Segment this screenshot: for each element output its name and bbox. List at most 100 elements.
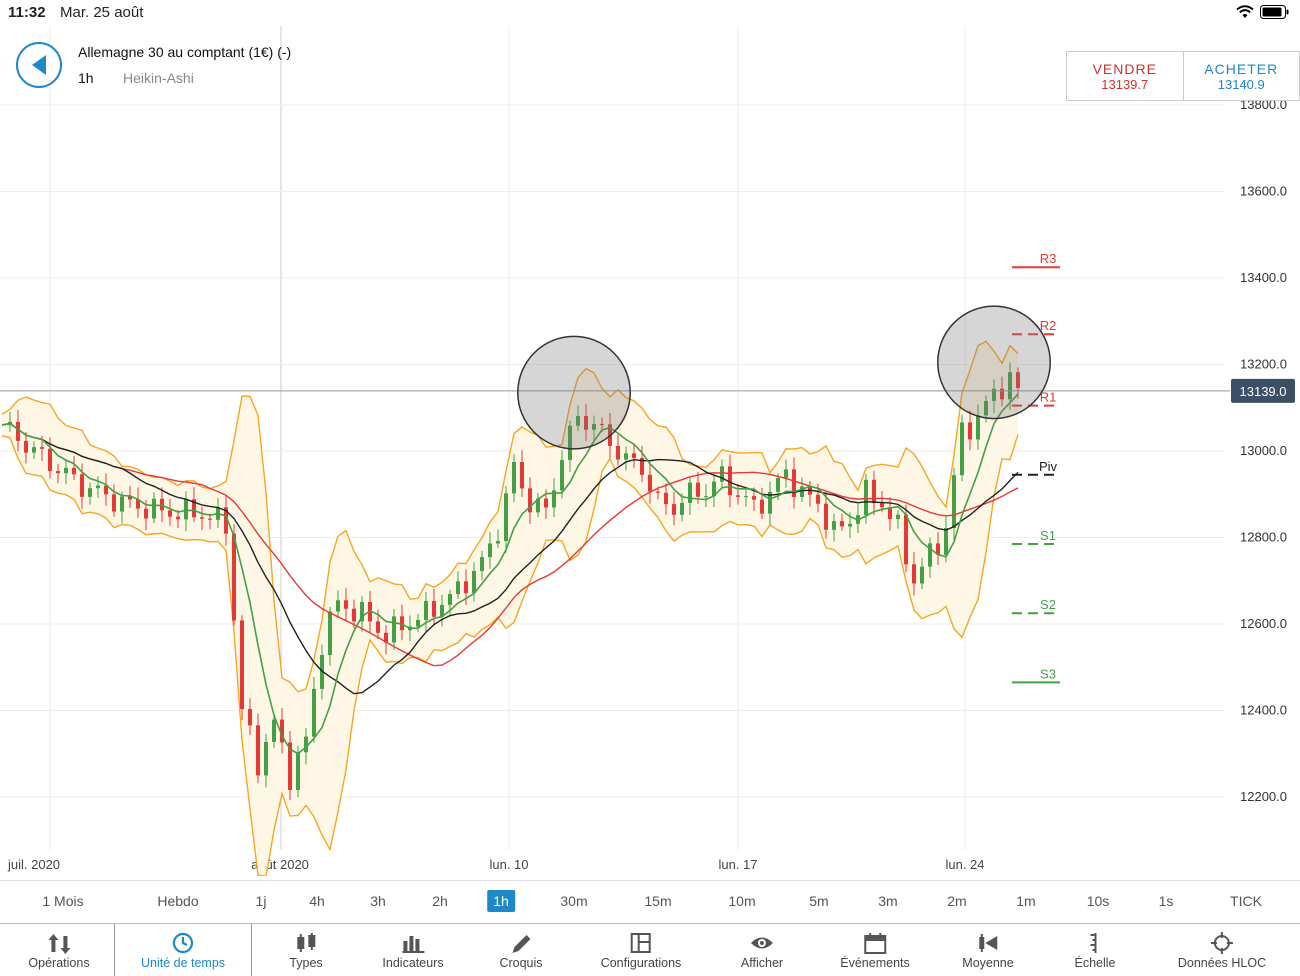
timeframe-10s[interactable]: 10s <box>1087 881 1110 923</box>
timeframe-2h[interactable]: 2h <box>432 881 448 923</box>
candle-body <box>888 507 892 520</box>
toolbar-label: Unité de temps <box>140 956 226 970</box>
candle-body <box>32 447 36 453</box>
chart-header: Allemagne 30 au comptant (1€) (-) 1h Hei… <box>0 26 1300 101</box>
bollinger-fill <box>2 341 1018 877</box>
candle-body <box>752 496 756 500</box>
candle-body <box>48 448 52 472</box>
candle-body <box>112 494 116 512</box>
candle-body <box>864 479 868 516</box>
candle-body <box>560 460 564 491</box>
candle-body <box>976 415 980 440</box>
toolbar-crosshair-button[interactable]: Données HLOC <box>1178 924 1266 976</box>
toolbar-label: Opérations <box>28 956 90 970</box>
toolbar-pencil-button[interactable]: Croquis <box>499 924 543 976</box>
candle-body <box>648 474 652 492</box>
toolbar-calendar-button[interactable]: Événements <box>840 924 910 976</box>
back-button[interactable] <box>16 42 62 88</box>
candle-body <box>352 608 356 622</box>
timeframe-label: 1h <box>487 890 515 912</box>
candle-body <box>136 499 140 509</box>
toolbar-arrows-updown-button[interactable]: Opérations <box>28 924 90 976</box>
candle-body <box>288 742 292 791</box>
timeframe-30m[interactable]: 30m <box>560 881 587 923</box>
candle-body <box>272 719 276 742</box>
candle-body <box>464 581 468 594</box>
candle-body <box>16 421 20 441</box>
price-chart[interactable]: 13800.0 13600.0 13400.0 13200.0 13000.0 12800… <box>0 26 1300 878</box>
toolbar-label: Moyenne <box>962 956 1014 970</box>
timeframe-2m[interactable]: 2m <box>947 881 966 923</box>
crosshair-icon <box>1211 932 1233 954</box>
x-tick-label: juil. 2020 <box>7 857 60 872</box>
bollinger-upper-line <box>1 340 1019 693</box>
timeframe-1h[interactable]: 1h <box>487 881 515 923</box>
pivot-label-piv: Piv <box>1039 459 1058 474</box>
toolbar-eye-button[interactable]: Afficher <box>741 924 783 976</box>
candle-body <box>768 491 772 514</box>
buy-button[interactable]: ACHETER 13140.9 <box>1182 52 1300 100</box>
clock-icon <box>172 932 194 954</box>
candle-body <box>520 461 524 489</box>
timeframe-1m[interactable]: 1m <box>1016 881 1035 923</box>
chart-svg[interactable]: 13800.013600.013400.013200.013000.012800… <box>0 26 1300 878</box>
bottom-toolbar: Opérations Unité de temps Types Indicateurs… <box>0 923 1300 976</box>
current-price-label: 13139.0 <box>1240 384 1287 399</box>
timeframe-1s[interactable]: 1s <box>1159 881 1174 923</box>
sell-price: 13139.7 <box>1101 77 1149 92</box>
timeframe-15m[interactable]: 15m <box>644 881 671 923</box>
timeframe-tick[interactable]: TICK <box>1230 881 1262 923</box>
timeframe-label: 4h <box>309 893 325 909</box>
timeframe-4h[interactable]: 4h <box>309 881 325 923</box>
candle-body <box>712 481 716 497</box>
candle-body <box>824 503 828 530</box>
toolbar-average-button[interactable]: Moyenne <box>962 924 1014 976</box>
timeframe-label: 5m <box>809 893 829 909</box>
candle-body <box>672 504 676 515</box>
candle-body <box>328 611 332 656</box>
timeframe-label: 2h <box>432 893 448 909</box>
candle-body <box>336 600 340 612</box>
toolbar-bars-button[interactable]: Indicateurs <box>382 924 444 976</box>
candle-body <box>536 498 540 513</box>
toolbar-candles-button[interactable]: Types <box>289 924 323 976</box>
timeframe-10m[interactable]: 10m <box>728 881 755 923</box>
calendar-icon <box>863 933 886 954</box>
toolbar-clock-button[interactable]: Unité de temps <box>141 924 225 976</box>
timeframe-label: 10s <box>1086 893 1110 909</box>
toolbar-label: Événements <box>840 956 910 970</box>
candle-body <box>72 467 76 475</box>
toolbar-layout-button[interactable]: Configurations <box>600 924 682 976</box>
toolbar-label: Configurations <box>600 956 682 970</box>
candle-body <box>528 488 532 513</box>
candle-body <box>616 445 620 460</box>
candle-body <box>24 440 28 453</box>
candle-body <box>104 485 108 495</box>
timeframe-5m[interactable]: 5m <box>809 881 828 923</box>
timeframe-1-mois[interactable]: 1 Mois <box>42 881 83 923</box>
candle-body <box>720 466 724 482</box>
ma-red-line <box>1 422 1019 667</box>
candle-body <box>952 475 956 528</box>
sell-button[interactable]: VENDRE 13139.7 <box>1067 52 1183 100</box>
y-tick-label: 13400.0 <box>1240 270 1287 285</box>
timeframe-hebdo[interactable]: Hebdo <box>157 881 198 923</box>
sell-label: VENDRE <box>1092 61 1157 77</box>
candle-body <box>480 557 484 571</box>
active-tab-frame <box>114 924 252 976</box>
candle-body <box>944 527 948 555</box>
timeframe-3m[interactable]: 3m <box>878 881 897 923</box>
y-tick-label: 12400.0 <box>1240 703 1287 718</box>
timeframe-label: 2m <box>947 893 967 909</box>
timeframe-1j[interactable]: 1j <box>256 881 267 923</box>
buy-price: 13140.9 <box>1217 77 1265 92</box>
ma-green-line <box>1 393 1019 755</box>
status-date: Mar. 25 août <box>60 4 144 21</box>
candle-body <box>984 401 988 416</box>
timeframe-label: 30m <box>560 893 588 909</box>
wifi-icon <box>1236 5 1254 18</box>
toolbar-scale-button[interactable]: Échelle <box>1075 924 1116 976</box>
pencil-icon <box>511 935 530 953</box>
timeframe-3h[interactable]: 3h <box>370 881 386 923</box>
circle-annotation <box>517 335 631 450</box>
